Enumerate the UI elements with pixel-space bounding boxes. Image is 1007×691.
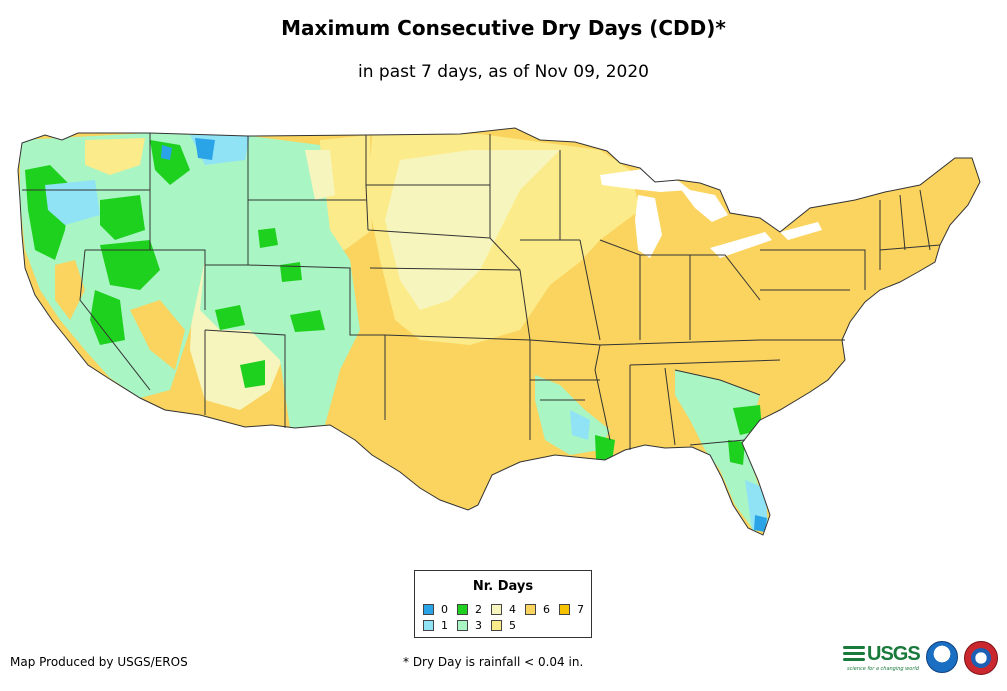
legend-item-1: 1 <box>423 618 448 632</box>
zone-2-days-patches <box>25 140 762 465</box>
legend-label: 5 <box>509 618 516 632</box>
legend-item-3: 3 <box>457 618 482 632</box>
legend-swatch <box>457 619 468 631</box>
zone-0-day-patches <box>161 138 767 532</box>
zone-5-days-west <box>320 135 372 250</box>
legend-swatch <box>423 619 434 631</box>
map-subtitle: in past 7 days, as of Nov 09, 2020 <box>358 62 649 82</box>
legend-label: 2 <box>475 602 482 616</box>
legend-label: 6 <box>543 602 550 616</box>
legend-item-0: 0 <box>423 602 448 616</box>
usgs-logo: USGS <box>843 643 921 666</box>
map-title: Maximum Consecutive Dry Days (CDD)* <box>281 16 726 40</box>
usgs-wave-icon <box>843 644 865 666</box>
legend-label: 4 <box>509 602 516 616</box>
legend-swatch <box>559 603 570 615</box>
legend-label: 7 <box>577 602 584 616</box>
legend-item-7: 7 <box>559 602 584 616</box>
great-lakes <box>600 168 822 258</box>
dry-day-footnote: * Dry Day is rainfall < 0.04 in. <box>403 655 584 669</box>
legend: Nr. Days 0 1 2 3 4 5 6 7 <box>414 570 592 638</box>
legend-label: 1 <box>441 618 448 632</box>
noaa-logo-icon <box>926 641 958 673</box>
map-credit: Map Produced by USGS/EROS <box>10 655 188 669</box>
dry-days-fill <box>18 128 980 535</box>
state-borders <box>17 127 981 536</box>
legend-swatch <box>525 603 536 615</box>
legend-label: 0 <box>441 602 448 616</box>
zone-6-days-california <box>55 260 85 320</box>
usgs-logo-text: USGS <box>867 643 921 665</box>
usgs-tagline: science for a changing world <box>847 666 919 672</box>
legend-swatch <box>457 603 468 615</box>
legend-swatch <box>491 619 502 631</box>
zone-4-days-plains <box>385 150 560 310</box>
zone-4-days-idaho <box>305 150 335 200</box>
zone-1-day-patches <box>45 135 768 530</box>
zone-5-days-oregon <box>85 138 145 175</box>
legend-label: 3 <box>475 618 482 632</box>
legend-item-4: 4 <box>491 602 516 616</box>
legend-swatch <box>491 603 502 615</box>
zone-6-days-nevada <box>130 300 185 370</box>
conus-dry-days-map <box>17 127 981 536</box>
legend-title: Nr. Days <box>472 579 534 594</box>
legend-item-5: 5 <box>491 618 516 632</box>
nws-logo-icon <box>964 641 998 675</box>
legend-item-2: 2 <box>457 602 482 616</box>
legend-swatch <box>423 603 434 615</box>
legend-item-6: 6 <box>525 602 550 616</box>
